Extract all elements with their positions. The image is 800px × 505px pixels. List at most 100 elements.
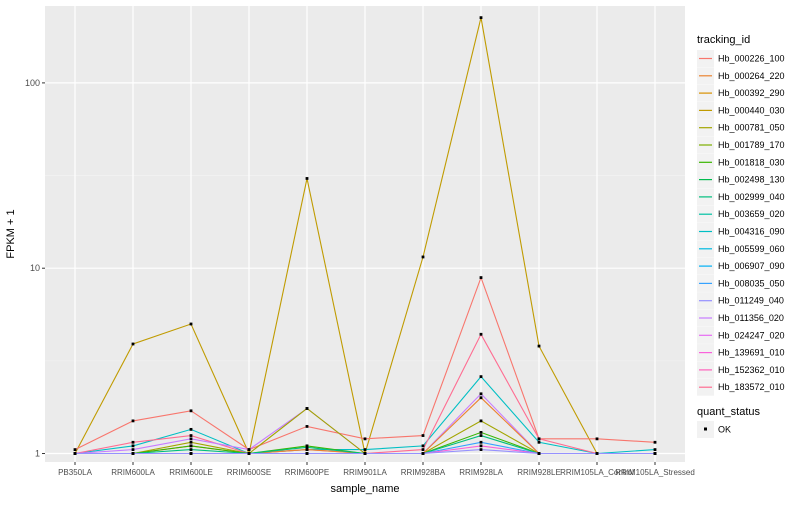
data-point [479,392,483,396]
data-point [305,407,309,410]
data-point [363,452,367,455]
data-point [653,452,657,455]
y-axis-title: FPKM + 1 [5,209,17,258]
data-point [479,431,483,434]
x-tick-label: RRIM600SE [227,468,271,477]
legend-title: tracking_id [697,34,750,46]
data-point [189,427,193,431]
legend-label: Hb_024247_020 [718,330,785,340]
legend-label: Hb_005599_060 [718,244,785,254]
data-point [363,437,367,441]
x-tick-label: RRIM105LA_Control [560,468,634,477]
data-point [131,419,135,423]
legend-title: quant_status [697,406,760,418]
data-point [73,448,77,451]
legend-label: Hb_000392_290 [718,88,785,98]
data-point [479,419,483,423]
data-point [479,444,483,448]
data-point [537,344,541,348]
legend-label: Hb_002498_130 [718,175,785,185]
data-point [189,434,193,437]
data-point [305,444,309,448]
x-tick-label: RRIM928LE [517,468,561,477]
data-point [479,434,483,437]
data-point [653,448,657,451]
x-tick-label: RRIM600LE [169,468,213,477]
legend-label: Hb_001789_170 [718,140,785,150]
data-point [479,375,483,379]
legend-label: Hb_011356_020 [718,313,784,323]
data-point [479,16,483,20]
legend-label: Hb_008035_050 [718,278,785,288]
data-points [73,16,657,455]
data-point [189,448,193,451]
data-point [305,452,309,455]
legend-label: Hb_006907_090 [718,261,785,271]
legend-label: Hb_183572_010 [718,382,785,392]
legend-label: Hb_001818_030 [718,157,785,167]
legend-label: Hb_003659_020 [718,209,785,219]
data-point [537,437,541,441]
legend-label: Hb_004316_090 [718,227,785,237]
data-point [247,448,251,451]
data-point [653,440,657,444]
data-point [595,437,599,441]
data-point [363,448,367,451]
x-tick-label: RRIM600LA [111,468,155,477]
x-tick-label: RRIM928LA [459,468,503,477]
legend-tracking-id: tracking_id Hb_000226_100 Hb_000264_220 Hb… [697,34,785,396]
data-point [131,444,135,448]
data-point [189,452,193,455]
data-point [305,425,309,428]
data-point [73,452,77,455]
data-point [305,445,309,449]
data-point [421,255,425,259]
data-point [421,452,425,455]
data-point [479,276,483,279]
data-point [189,437,193,441]
data-point [189,440,193,444]
data-point [131,452,135,455]
legend-label: Hb_152362_010 [718,365,785,375]
data-point [131,342,135,346]
x-tick-label: PB350LA [58,468,92,477]
data-point [479,396,483,400]
data-point [131,448,135,451]
data-point [421,448,425,451]
x-tick-label: RRIM105LA_Stressed [615,468,695,477]
legend-label: Hb_002999_040 [718,192,785,202]
y-tick-label: 10 [30,263,40,273]
data-point [189,444,193,448]
data-point [595,452,599,455]
y-tick-label: 100 [25,78,40,88]
data-point [537,452,541,455]
legend-label: OK [718,425,731,435]
legend-quant-status: quant_status OK [697,406,760,438]
data-point [421,434,425,437]
legend-label: Hb_011249_040 [718,296,784,306]
x-tick-label: RRIM901LA [343,468,387,477]
data-point [479,448,483,451]
data-point [189,409,193,413]
data-point [421,444,425,448]
data-point [247,452,251,455]
legend-label: Hb_000781_050 [718,123,785,133]
data-point [479,440,483,444]
legend-label: Hb_000226_100 [718,54,785,64]
legend-key [704,427,707,431]
x-tick-label: RRIM928BA [401,468,446,477]
data-point [479,332,483,336]
data-point [537,440,541,444]
legend-label: Hb_000440_030 [718,105,785,115]
data-point [131,440,135,444]
data-point [305,177,309,180]
data-point [305,448,309,451]
x-axis-title: sample_name [330,483,399,495]
legend-label: Hb_139691_010 [718,348,785,358]
legend-label: Hb_000264_220 [718,71,785,81]
x-tick-label: RRIM600PE [285,468,329,477]
axes: 1 10 100 PB350LA RRIM600LA RRIM600LE RRIM600SE… [25,78,695,477]
y-tick-label: 1 [35,449,40,459]
